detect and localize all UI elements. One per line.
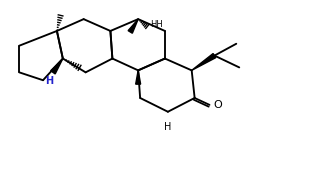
Text: HH: HH [150, 19, 163, 28]
Polygon shape [192, 53, 216, 70]
Text: H: H [45, 76, 53, 86]
Text: O: O [213, 100, 222, 110]
Polygon shape [128, 19, 138, 33]
Polygon shape [136, 70, 141, 84]
Polygon shape [51, 59, 63, 74]
Text: H: H [164, 122, 172, 132]
